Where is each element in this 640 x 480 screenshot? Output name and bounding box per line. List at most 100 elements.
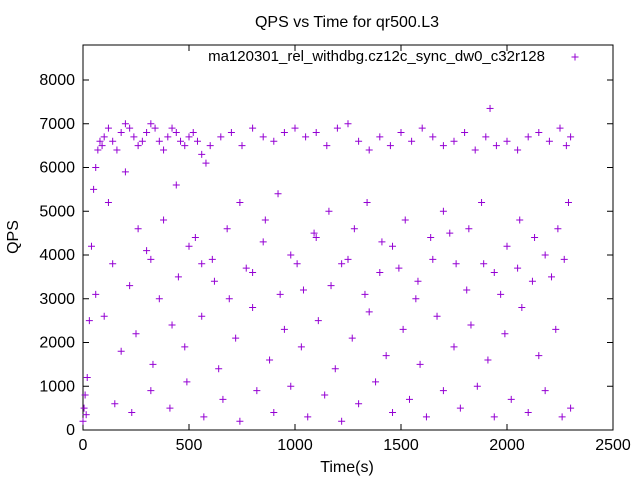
data-point [480, 260, 488, 268]
data-point [490, 413, 498, 421]
data-point [450, 137, 458, 145]
data-point [206, 142, 214, 150]
data-point [270, 409, 278, 416]
data-point [355, 400, 363, 408]
data-point [96, 137, 104, 145]
data-point [117, 129, 125, 136]
data-point [408, 137, 416, 145]
data-point [507, 395, 515, 403]
data-point [266, 356, 274, 364]
data-point [121, 168, 129, 176]
data-point [338, 260, 346, 268]
data-point [348, 334, 356, 342]
legend-label: ma120301_rel_withdbg.cz12c_sync_dw0_c32r… [208, 48, 545, 65]
data-point [395, 264, 403, 272]
data-point [198, 150, 206, 158]
data-point [259, 133, 267, 141]
data-point [166, 404, 174, 412]
data-point [514, 146, 522, 154]
data-point [111, 400, 119, 408]
data-point [109, 137, 117, 145]
data-point [439, 207, 447, 215]
data-point [104, 199, 112, 206]
data-point [149, 360, 157, 368]
data-point [132, 330, 140, 338]
data-point [363, 199, 371, 206]
data-point [535, 129, 543, 136]
data-point [293, 260, 301, 268]
data-point [143, 129, 151, 136]
x-axis-title: Time(s) [320, 459, 374, 476]
data-point [501, 330, 509, 338]
data-point [151, 124, 159, 132]
data-point [389, 242, 397, 250]
data-point [497, 290, 505, 298]
data-point [338, 417, 346, 425]
data-point [274, 190, 282, 198]
data-point [446, 229, 454, 237]
data-point [185, 242, 193, 250]
data-point [567, 404, 575, 412]
data-point [130, 133, 138, 141]
data-point [198, 312, 206, 320]
data-point [333, 124, 341, 132]
data-point [259, 238, 267, 246]
data-point [177, 137, 185, 145]
data-point [560, 255, 568, 263]
data-point [465, 225, 473, 233]
data-point [280, 129, 288, 136]
data-point [126, 282, 134, 290]
data-point [325, 207, 333, 215]
data-point [350, 225, 358, 233]
plot-frame [82, 44, 614, 431]
data-point [215, 365, 223, 373]
data-point [518, 304, 526, 311]
data-point [524, 409, 532, 416]
data-point [554, 225, 562, 233]
data-point [261, 216, 269, 224]
scatter-points [79, 104, 575, 425]
data-point [467, 321, 475, 329]
data-point [202, 159, 210, 167]
data-point [482, 133, 490, 141]
data-point [200, 413, 208, 421]
data-point [185, 133, 193, 141]
data-point [79, 417, 87, 425]
data-point [189, 129, 197, 136]
data-point [249, 304, 257, 311]
data-point [94, 146, 102, 154]
data-point [439, 387, 447, 395]
data-point [478, 199, 486, 206]
data-point [386, 142, 394, 150]
data-point [160, 216, 168, 224]
data-point [463, 286, 471, 294]
x-tick-label: 500 [176, 437, 203, 454]
data-point [484, 356, 492, 364]
data-point [168, 124, 176, 132]
data-point [433, 312, 441, 320]
data-point [414, 277, 422, 285]
data-point [134, 142, 142, 150]
data-point [253, 387, 261, 395]
y-tick-label: 1000 [39, 378, 75, 395]
data-point [524, 133, 532, 141]
data-point [531, 234, 539, 241]
data-point [80, 404, 88, 412]
data-point [361, 290, 369, 298]
data-point [181, 142, 189, 150]
data-point [429, 255, 437, 263]
data-point [405, 395, 413, 403]
data-point [90, 185, 98, 193]
legend-marker-symbol [571, 53, 579, 61]
data-point [473, 382, 481, 390]
data-point [427, 234, 435, 241]
data-point [208, 255, 216, 263]
x-tick-label: 2500 [595, 437, 631, 454]
chart-title: QPS vs Time for qr500.L3 [255, 14, 439, 31]
data-point [382, 352, 390, 360]
data-point [85, 317, 93, 325]
data-point [160, 146, 168, 154]
data-point [372, 378, 380, 386]
data-point [528, 277, 536, 285]
data-point [412, 295, 420, 303]
